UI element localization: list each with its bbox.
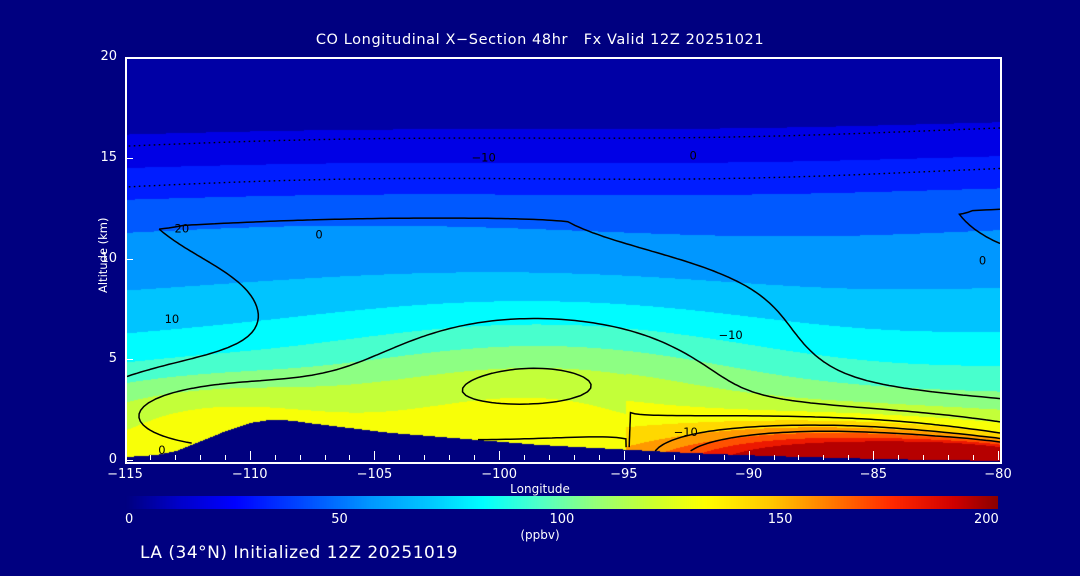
y-axis-title: Altitude (km) bbox=[96, 217, 110, 293]
cross-section-plot-area: 20 10 0 0 0 0 −10 −10 −10 bbox=[125, 57, 1002, 464]
page-title: CO Longitudinal X−Section 48hr Fx Valid … bbox=[315, 32, 765, 48]
x-minor-tick bbox=[773, 455, 775, 460]
x-minor-tick bbox=[698, 455, 700, 460]
contour-dotted--20 bbox=[127, 127, 1000, 147]
y-major-tick bbox=[125, 258, 133, 260]
x-minor-tick bbox=[349, 455, 351, 460]
x-minor-tick bbox=[474, 455, 476, 460]
figure-caption: LA (34°N) Initialized 12Z 20251019 bbox=[140, 543, 458, 563]
x-tick-label: −80 bbox=[984, 467, 1012, 482]
colorbar-tick-label: 200 bbox=[974, 512, 999, 527]
x-minor-tick bbox=[549, 455, 551, 460]
x-minor-tick bbox=[199, 455, 201, 460]
x-minor-tick bbox=[723, 455, 725, 460]
contour-label: 10 bbox=[165, 312, 180, 326]
x-major-tick bbox=[249, 451, 251, 460]
x-tick-label: −105 bbox=[356, 467, 393, 482]
x-tick-label: −110 bbox=[231, 467, 268, 482]
x-minor-tick bbox=[973, 455, 975, 460]
x-minor-tick bbox=[324, 455, 326, 460]
y-major-tick bbox=[125, 157, 133, 159]
x-axis-title: Longitude bbox=[510, 482, 570, 496]
x-major-tick bbox=[374, 451, 376, 460]
x-minor-tick bbox=[898, 455, 900, 460]
x-tick-label: −90 bbox=[734, 467, 763, 482]
contour-solid-0 bbox=[127, 217, 1000, 400]
contour-label: 0 bbox=[315, 227, 322, 241]
x-tick-label: −95 bbox=[610, 467, 638, 482]
y-major-tick bbox=[125, 57, 133, 58]
contour-label: −10 bbox=[472, 151, 496, 165]
x-minor-tick bbox=[524, 455, 526, 460]
x-minor-tick bbox=[449, 455, 451, 460]
x-major-tick bbox=[623, 451, 625, 460]
contour-dotted--10 bbox=[127, 167, 1000, 188]
y-tick-label: 15 bbox=[100, 149, 117, 165]
x-minor-tick bbox=[923, 455, 925, 460]
x-minor-tick bbox=[823, 455, 825, 460]
x-major-tick bbox=[873, 451, 875, 460]
co-field-raster bbox=[127, 59, 1000, 462]
contour-label: 0 bbox=[158, 443, 165, 457]
x-minor-tick bbox=[798, 455, 800, 460]
contour-label: −10 bbox=[674, 425, 698, 439]
x-minor-tick bbox=[174, 455, 176, 460]
contour-solid-20 bbox=[628, 411, 1000, 448]
x-minor-tick bbox=[224, 455, 226, 460]
contour-solid-20 bbox=[461, 367, 592, 405]
contour-label: 0 bbox=[690, 149, 697, 163]
x-tick-label: −115 bbox=[107, 467, 143, 482]
contour-solid-30 bbox=[654, 424, 1000, 452]
x-minor-tick bbox=[399, 455, 401, 460]
x-tick-label: −85 bbox=[859, 467, 887, 482]
x-minor-tick bbox=[948, 455, 950, 460]
colorbar-unit-label: (ppbv) bbox=[520, 528, 560, 542]
colorbar-tick-label: 100 bbox=[549, 512, 575, 527]
colorbar-tick-label: 50 bbox=[331, 512, 348, 527]
y-major-tick bbox=[125, 359, 133, 361]
x-major-tick bbox=[125, 451, 126, 460]
x-minor-tick bbox=[573, 455, 575, 460]
x-minor-tick bbox=[149, 455, 151, 460]
x-minor-tick bbox=[673, 455, 675, 460]
y-major-tick bbox=[125, 460, 133, 461]
x-major-tick bbox=[748, 451, 750, 460]
x-major-tick bbox=[998, 451, 999, 460]
x-minor-tick bbox=[424, 455, 426, 460]
colorbar-tick-label: 0 bbox=[125, 512, 134, 527]
x-minor-tick bbox=[648, 455, 650, 460]
contour-solid-10 bbox=[478, 436, 627, 448]
x-minor-tick bbox=[274, 455, 276, 460]
x-tick-label: −100 bbox=[481, 467, 517, 482]
x-minor-tick bbox=[848, 455, 850, 460]
contour-solid-40 bbox=[690, 430, 1000, 452]
y-tick-label: 5 bbox=[108, 351, 117, 367]
y-tick-label: 0 bbox=[108, 452, 117, 467]
contour-label: 0 bbox=[979, 254, 986, 268]
contour-solid-10 bbox=[138, 317, 1000, 444]
colorbar-tick-label: 150 bbox=[767, 512, 793, 527]
contour-labels: 20 10 0 0 0 0 −10 −10 −10 bbox=[158, 149, 986, 457]
y-tick-label: 10 bbox=[100, 250, 117, 266]
x-major-tick bbox=[499, 451, 501, 460]
x-minor-tick bbox=[598, 455, 600, 460]
colorbar bbox=[125, 496, 998, 509]
contour-label: −10 bbox=[718, 328, 742, 342]
contour-lines bbox=[127, 127, 1000, 452]
y-tick-label: 20 bbox=[100, 49, 117, 64]
contour-label: 20 bbox=[175, 221, 190, 235]
contour-solid-0 bbox=[958, 208, 1000, 245]
x-minor-tick bbox=[299, 455, 301, 460]
cross-section-svg: 20 10 0 0 0 0 −10 −10 −10 bbox=[127, 59, 1000, 462]
